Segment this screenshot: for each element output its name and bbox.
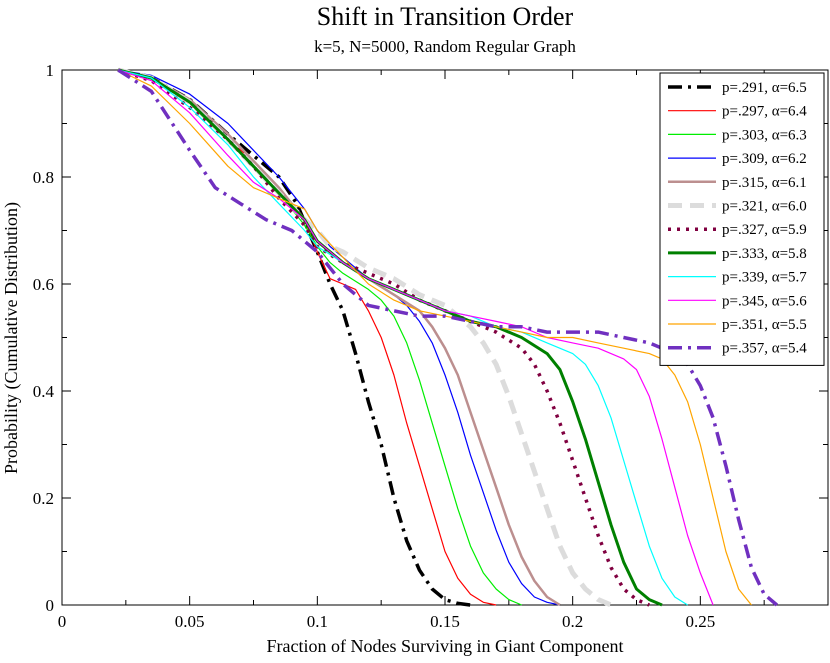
legend-label-12: p=.357, α=5.4	[722, 341, 807, 357]
legend-label-7: p=.327, α=5.9	[722, 222, 807, 238]
series-line-3	[118, 69, 522, 606]
series-line-4	[118, 69, 561, 606]
x-axis-label: Fraction of Nodes Surviving in Giant Com…	[267, 636, 624, 656]
x-tick-label: 0.15	[430, 612, 460, 631]
x-tick-label: 0.2	[562, 612, 583, 631]
series-line-8	[117, 68, 663, 607]
legend-label-1: p=.291, α=6.5	[722, 80, 807, 96]
legend-box	[659, 72, 825, 366]
y-tick-label: 0.4	[33, 382, 55, 401]
y-axis-label: Probability (Cumulative Distribution)	[1, 202, 22, 474]
x-tick-label: 0.25	[685, 612, 715, 631]
legend-label-5: p=.315, α=6.1	[722, 175, 807, 191]
y-tick-label: 1	[46, 61, 55, 80]
legend-label-9: p=.339, α=5.7	[722, 270, 807, 286]
x-tick-label: 0.05	[175, 612, 205, 631]
legend-label-2: p=.297, α=6.4	[722, 104, 807, 120]
legend-label-3: p=.303, α=6.3	[722, 127, 807, 143]
y-tick-label: 0	[46, 596, 55, 615]
legend-label-8: p=.333, α=5.8	[722, 246, 807, 262]
series-line-9	[118, 69, 688, 606]
chart-title: Shift in Transition Order	[317, 2, 574, 31]
series-line-1	[117, 68, 471, 607]
x-tick-label: 0	[58, 612, 67, 631]
chart-subtitle: k=5, N=5000, Random Regular Graph	[314, 37, 576, 56]
series-line-6	[117, 67, 612, 608]
legend-label-6: p=.321, α=6.0	[722, 199, 807, 215]
series-line-11	[117, 69, 752, 606]
series-line-10	[118, 69, 714, 606]
y-tick-label: 0.2	[33, 489, 54, 508]
series-line-2	[118, 69, 497, 606]
x-tick-label: 0.1	[307, 612, 328, 631]
legend-label-4: p=.309, α=6.2	[722, 151, 807, 167]
y-tick-label: 0.6	[33, 275, 54, 294]
series-line-12	[117, 68, 779, 607]
legend-label-10: p=.345, α=5.6	[722, 293, 807, 309]
legend: p=.291, α=6.5 p=.297, α=6.4 p=.303, α=6.3 p…	[659, 72, 825, 366]
plot-area: 0 0.05 0.1 0.15 0.2 0.25 0 0.2 0.4 0.6 0.8 1	[33, 61, 829, 631]
legend-label-11: p=.351, α=5.5	[722, 317, 807, 333]
y-tick-label: 0.8	[33, 168, 54, 187]
